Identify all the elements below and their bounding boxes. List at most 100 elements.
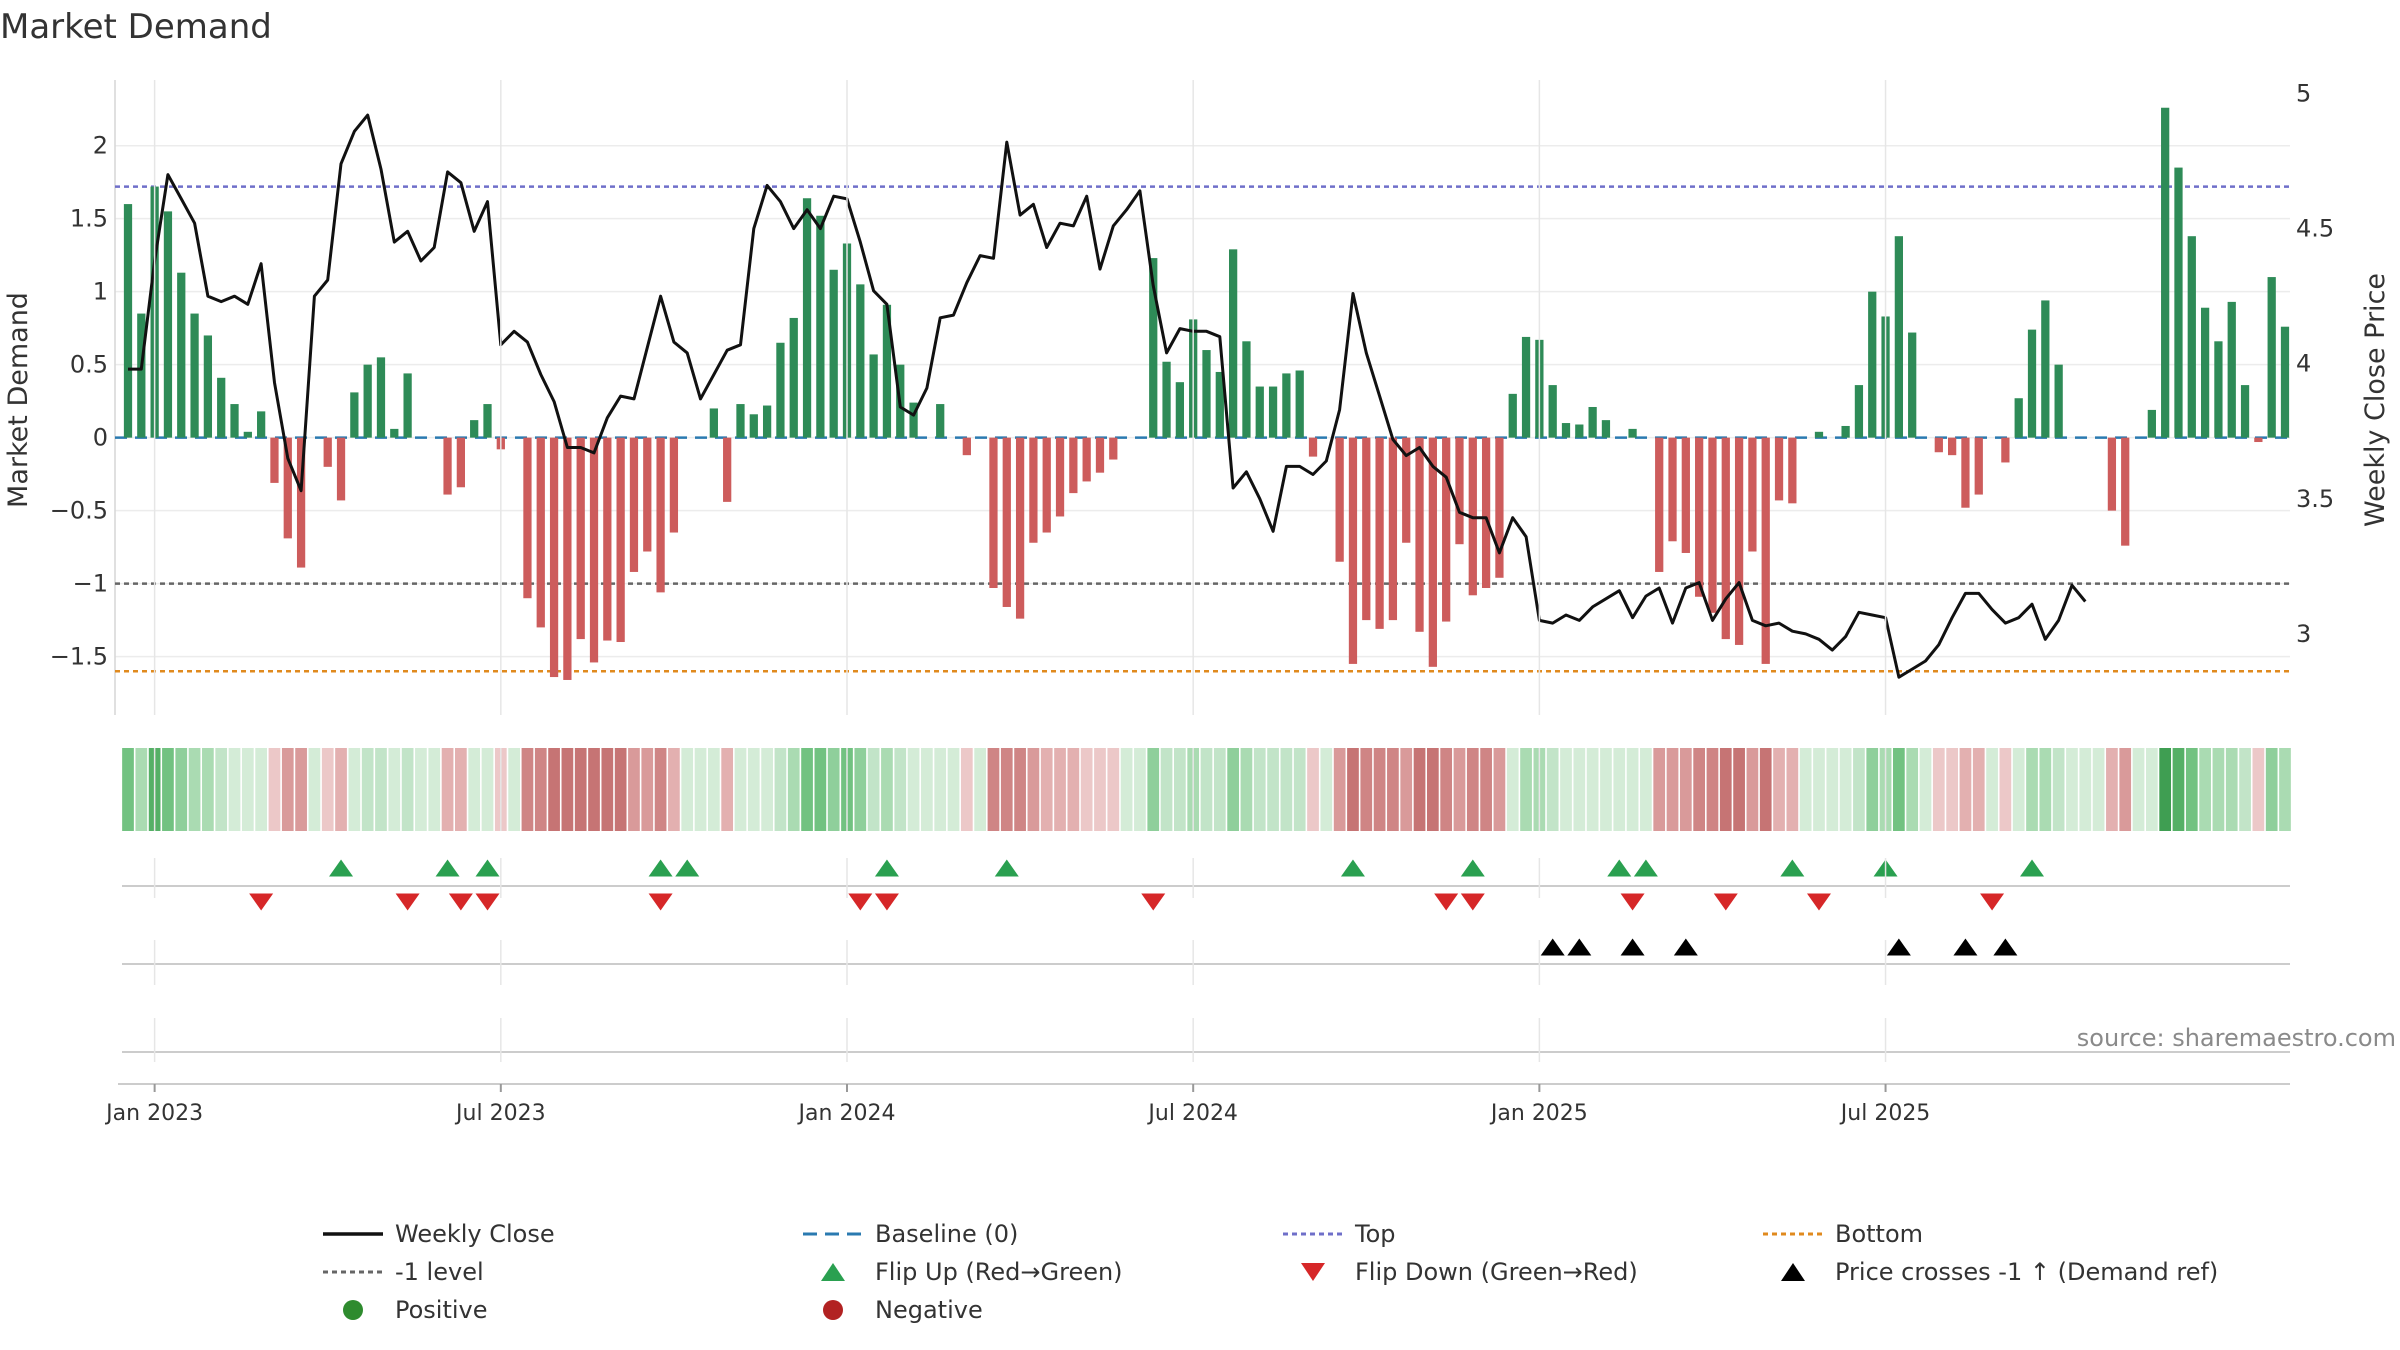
y-ticks-right: 5 4.5 4 3.5 3 (2296, 80, 2334, 648)
y-tick-label-left: −1 (73, 570, 108, 598)
strip-cell (2199, 748, 2211, 831)
strip-cell (1932, 748, 1945, 831)
negative-bar (1002, 437, 1011, 607)
positive-bar (2027, 329, 2037, 438)
negative-bar (1761, 437, 1770, 664)
negative-bar (1695, 437, 1704, 597)
strip-cell (1600, 748, 1612, 831)
strip-cell (1972, 748, 1985, 831)
strip-cell (1786, 748, 1799, 831)
negative-bar (669, 437, 679, 533)
positive-bar (1268, 386, 1278, 438)
positive-bar (2041, 300, 2050, 438)
positive-bar (1561, 423, 1571, 438)
flip-up-marker (1633, 859, 1658, 877)
positive-bar (749, 414, 758, 438)
strip-cell (308, 748, 321, 831)
negative-bar (1455, 437, 1464, 545)
strip-cell (2106, 748, 2118, 831)
legend-symbol (1301, 1263, 1325, 1281)
positive-bar (776, 342, 785, 438)
flip-down-marker (648, 893, 673, 911)
positive-bar (936, 404, 945, 438)
strip-cell (1906, 748, 1919, 831)
positive-bar (869, 354, 878, 438)
positive-bar (2187, 236, 2196, 438)
strip-cell (2132, 748, 2145, 831)
positive-bar (1295, 370, 1304, 438)
negative-bar (2254, 437, 2263, 443)
flip-up-marker (1340, 859, 1365, 877)
strip-cell (894, 748, 907, 831)
flip-up-marker (1780, 859, 1805, 877)
legend-symbol (1781, 1263, 1805, 1281)
strip-cell (734, 748, 747, 831)
flip-down-marker (1141, 893, 1166, 911)
positive-bar (1894, 236, 1903, 438)
strip-cell (681, 748, 694, 831)
strip-cell (1946, 748, 1958, 831)
strip-cell (548, 748, 560, 831)
negative-bar (283, 437, 292, 539)
strip-cell (1040, 748, 1053, 831)
strip-cell (747, 748, 760, 831)
price-cross-marker (1620, 938, 1645, 956)
positive-bar (2214, 341, 2223, 438)
strip-cell (1866, 748, 1879, 831)
strip-cell (1893, 748, 1905, 831)
strip-cell (1640, 748, 1652, 831)
strip-cell (455, 748, 467, 831)
strip-cell (534, 748, 547, 831)
strip-cell (761, 748, 773, 831)
price-cross-marker (1886, 938, 1911, 956)
negative-bar (1948, 437, 1957, 456)
positive-bar (376, 357, 386, 438)
strip-cell (268, 748, 281, 831)
strip-cell (1027, 748, 1040, 831)
positive-bar (1521, 336, 1531, 438)
legend-label: -1 level (395, 1258, 484, 1286)
strip-cell (947, 748, 960, 831)
strip-cell (854, 748, 867, 831)
strip-cell (1520, 748, 1532, 831)
negative-bar (1109, 437, 1118, 460)
strip-cell (574, 748, 587, 831)
x-tick-label: Jan 2024 (797, 1101, 896, 1126)
positive-bar (882, 304, 892, 438)
positive-bar (403, 373, 412, 438)
strip-cell (1240, 748, 1253, 831)
legend-label: Price crosses -1 ↑ (Demand ref) (1835, 1258, 2218, 1286)
negative-bar (1668, 437, 1677, 542)
negative-bar (1961, 437, 1970, 508)
legend-label: Bottom (1835, 1220, 1923, 1248)
negative-bar (576, 437, 585, 640)
positive-bar (1548, 385, 1557, 438)
strip-cell (1400, 748, 1413, 831)
strip-cell (2279, 748, 2291, 831)
strip-cell (654, 748, 667, 831)
legend: Weekly Close Baseline (0) Top Bottom -1 leve… (323, 1220, 2218, 1324)
strip-cell (1746, 748, 1759, 831)
negative-bar (1428, 437, 1437, 667)
positive-bar (802, 198, 812, 438)
strip-cell (481, 748, 494, 831)
legend-symbol (821, 1263, 845, 1281)
negative-bar (2121, 437, 2130, 546)
flip-up-marker (675, 859, 700, 877)
positive-bar (2014, 398, 2023, 438)
strip-cell (1679, 748, 1692, 831)
strip-cell (1506, 748, 1519, 831)
positive-bar (1229, 249, 1238, 438)
strip-cell (2079, 748, 2092, 831)
strip-cell (162, 748, 174, 831)
strip-cell (348, 748, 361, 831)
positive-bar (1575, 424, 1584, 438)
chart-title: Market Demand (0, 7, 272, 47)
y-tick-label-right: 4 (2296, 350, 2311, 378)
positive-bar (203, 335, 213, 438)
positive-bar (1908, 332, 1917, 438)
strip-cell (1626, 748, 1639, 831)
strip-cell (2012, 748, 2025, 831)
strip-cell (2239, 748, 2251, 831)
strip-cell (1573, 748, 1586, 831)
